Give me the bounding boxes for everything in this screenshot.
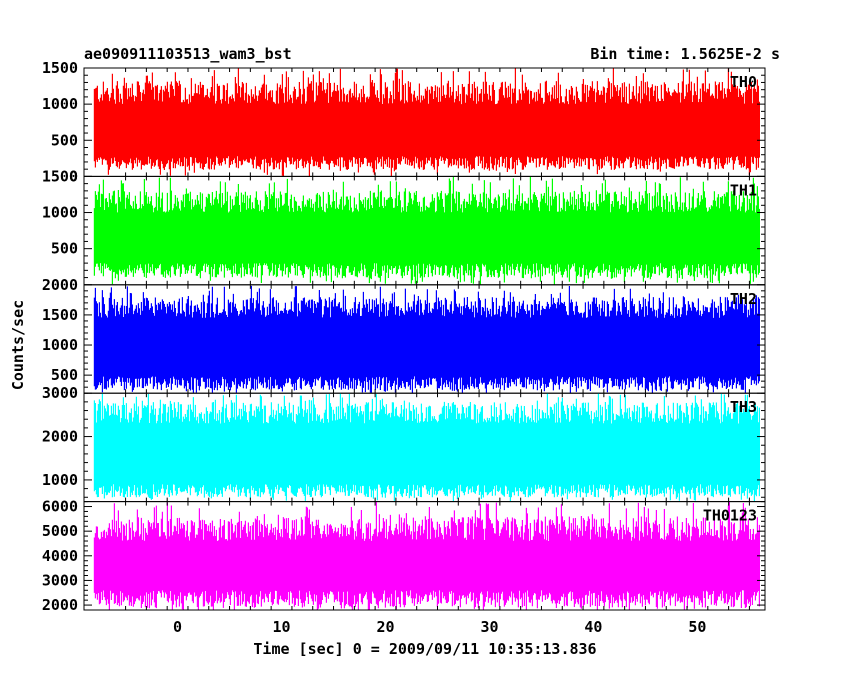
series-th0123 <box>93 502 760 610</box>
y-tick-label: 0 <box>69 167 78 185</box>
x-tick-label: 40 <box>584 618 602 636</box>
y-tick-label: 3000 <box>42 384 78 402</box>
y-tick-label: 1500 <box>42 167 78 185</box>
series-th0 <box>93 68 760 177</box>
y-tick-label: 1500 <box>42 59 78 77</box>
x-tick-label: 0 <box>173 618 182 636</box>
y-tick-label: 500 <box>51 131 78 149</box>
panel-label-th0123: TH0123 <box>703 507 757 525</box>
y-tick-label: 1000 <box>42 336 78 354</box>
y-axis-title: Counts/sec <box>9 299 27 391</box>
panel-label-th1: TH1 <box>730 181 757 199</box>
x-tick-label: 20 <box>376 618 394 636</box>
y-tick-label: 2000 <box>42 276 78 294</box>
y-tick-label: 5000 <box>42 522 78 540</box>
y-tick-label: 500 <box>51 366 78 384</box>
panel-label-th2: TH2 <box>730 290 757 308</box>
y-tick-label: 2000 <box>42 596 78 614</box>
y-tick-label: 6000 <box>42 498 78 516</box>
y-tick-label: 1000 <box>42 95 78 113</box>
x-axis-title: Time [sec] 0 = 2009/09/11 10:35:13.836 <box>253 640 597 658</box>
series-th1 <box>93 176 760 285</box>
x-tick-label: 50 <box>688 618 706 636</box>
series-th3 <box>93 393 760 502</box>
y-tick-label: 2000 <box>42 428 78 446</box>
panel-label-th0: TH0 <box>730 73 757 91</box>
x-tick-label: 30 <box>480 618 498 636</box>
y-tick-label: 4000 <box>42 547 78 565</box>
y-tick-label: 500 <box>51 240 78 258</box>
plot-title: ae090911103513_wam3_bst <box>84 45 292 63</box>
bin-time-label: Bin time: 1.5625E-2 s <box>590 45 780 63</box>
y-tick-label: 1000 <box>42 471 78 489</box>
y-tick-label: 3000 <box>42 571 78 589</box>
y-tick-label: 1500 <box>42 306 78 324</box>
x-tick-label: 10 <box>273 618 291 636</box>
panel-label-th3: TH3 <box>730 398 757 416</box>
series-th2 <box>93 285 760 394</box>
y-tick-label: 1000 <box>42 204 78 222</box>
